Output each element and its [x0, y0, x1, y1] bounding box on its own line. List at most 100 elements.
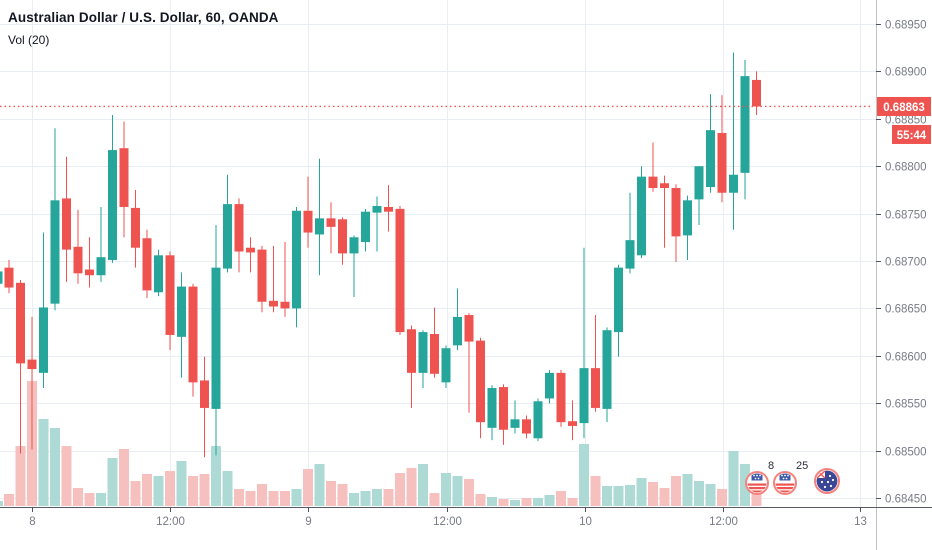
- candle-body: [246, 247, 255, 253]
- candle-body: [50, 200, 60, 304]
- candle-body: [499, 387, 508, 430]
- candle-body: [315, 218, 324, 235]
- candle-body: [384, 206, 393, 212]
- volume-bar: [475, 494, 486, 506]
- volume-bar: [533, 498, 543, 506]
- us-flag-icon: [775, 473, 795, 493]
- candle-body: [96, 257, 106, 276]
- volume-bar: [326, 481, 336, 506]
- candle-body: [269, 300, 278, 307]
- time-tick-label: 10: [579, 516, 592, 528]
- volume-bar: [211, 446, 221, 506]
- candle-body: [234, 204, 244, 252]
- us-flag-icon: [747, 473, 767, 493]
- price-tick-label: 0.68550: [885, 399, 927, 411]
- price-axis[interactable]: 0.68950 0.68900 0.68850 0.68800 0.68750 0.687…: [876, 20, 927, 506]
- candle-body: [556, 372, 566, 423]
- price-tick-label: 0.68800: [885, 162, 927, 174]
- candle-body: [545, 372, 554, 399]
- volume-bar: [579, 444, 589, 506]
- price-tick-label: 0.68500: [885, 447, 927, 459]
- volume-bar: [96, 493, 106, 506]
- volume-bar: [498, 499, 509, 506]
- volume-bar: [464, 479, 474, 506]
- volume-bar: [280, 491, 290, 506]
- event-badge-us[interactable]: 25: [773, 460, 808, 495]
- volume-bar: [717, 489, 727, 506]
- volume-bar: [636, 478, 647, 506]
- volume-indicator-label[interactable]: Vol (20): [8, 33, 50, 47]
- candle-body: [200, 380, 209, 408]
- candle-body: [418, 332, 428, 373]
- time-axis[interactable]: 8 12:00 9 12:00 10 12:00 13: [29, 507, 867, 528]
- event-badge-us[interactable]: 8: [745, 460, 774, 495]
- candle-body: [441, 348, 451, 383]
- candle-body: [476, 340, 485, 423]
- time-tick-label: 13: [854, 516, 867, 528]
- candle-body: [131, 207, 140, 248]
- candle-body: [464, 315, 474, 342]
- volume-bar: [659, 488, 670, 506]
- candle-body: [108, 150, 117, 261]
- candle-body: [487, 388, 497, 428]
- volume-bar: [418, 464, 428, 506]
- last-price-value: 0.68863: [883, 102, 925, 114]
- volume-bar: [625, 485, 635, 506]
- volume-bar: [510, 500, 520, 506]
- volume-bar: [406, 468, 417, 506]
- price-tick-label: 0.68450: [885, 494, 927, 506]
- axis-labels: 0.68950 0.68900 0.68850 0.68800 0.68750 0.687…: [29, 20, 926, 529]
- volume-bar: [521, 498, 532, 506]
- time-tick-label: 12:00: [433, 516, 462, 528]
- price-tick-label: 0.68700: [885, 257, 927, 269]
- last-price-label: [877, 96, 931, 116]
- volume-bar: [291, 489, 302, 506]
- candle-body: [257, 249, 267, 302]
- countdown-value: 55:44: [897, 130, 927, 142]
- volume-bar: [590, 476, 601, 506]
- event-count: 25: [796, 460, 808, 472]
- volume-bar: [728, 451, 739, 506]
- candle-body: [602, 330, 612, 409]
- candle-body: [16, 282, 25, 364]
- price-tick-label: 0.68600: [885, 352, 927, 364]
- volume-pane: [0, 381, 762, 506]
- volume-bar: [567, 498, 578, 506]
- candle-body: [717, 133, 727, 193]
- volume-bar: [199, 474, 210, 506]
- volume-bar: [142, 474, 152, 506]
- candle-body: [614, 267, 623, 333]
- volume-bar: [751, 491, 762, 506]
- candle-body: [62, 198, 71, 250]
- candle-body: [338, 219, 347, 254]
- candle-body: [177, 286, 186, 337]
- candle-body: [361, 211, 370, 243]
- candle-body: [637, 176, 646, 256]
- volume-bar: [383, 489, 394, 506]
- volume-bar: [245, 491, 256, 506]
- volume-bar: [452, 476, 463, 506]
- price-tick-label: 0.68650: [885, 304, 927, 316]
- volume-bar: [544, 495, 555, 506]
- time-tick-label: 12:00: [156, 516, 185, 528]
- candle-body: [303, 210, 313, 233]
- event-badge-au[interactable]: [814, 468, 840, 494]
- candle-body: [648, 176, 658, 189]
- volume-bar: [613, 486, 624, 506]
- candle-body: [326, 218, 336, 227]
- candle-body: [27, 359, 37, 370]
- candle-body: [453, 316, 462, 346]
- candle-body: [752, 79, 761, 107]
- volume-bar: [38, 419, 49, 506]
- candle-body: [660, 183, 669, 189]
- symbol-title[interactable]: Australian Dollar / U.S. Dollar, 60, OAN…: [8, 10, 279, 25]
- volume-bar: [705, 484, 716, 506]
- volume-bar: [153, 476, 164, 506]
- candle-body: [625, 240, 635, 269]
- volume-bar: [303, 469, 313, 506]
- candle-body: [729, 174, 738, 193]
- time-tick-label: 9: [305, 516, 311, 528]
